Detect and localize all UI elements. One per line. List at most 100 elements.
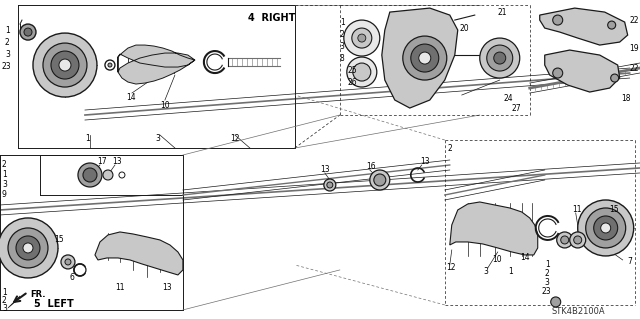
Circle shape <box>573 236 582 244</box>
Text: 19: 19 <box>630 44 639 53</box>
Text: 2: 2 <box>448 144 452 152</box>
Circle shape <box>557 232 573 248</box>
Text: 2: 2 <box>5 38 10 47</box>
Text: 15: 15 <box>610 205 620 214</box>
Polygon shape <box>540 8 628 45</box>
Polygon shape <box>545 50 620 92</box>
Text: 10: 10 <box>160 100 170 109</box>
Text: 3: 3 <box>2 181 7 189</box>
Text: 2: 2 <box>545 270 550 278</box>
Circle shape <box>347 57 377 87</box>
Circle shape <box>594 216 618 240</box>
Text: 22: 22 <box>630 16 639 25</box>
Circle shape <box>553 68 563 78</box>
Circle shape <box>352 28 372 48</box>
Text: 12: 12 <box>230 134 239 143</box>
Circle shape <box>487 45 513 71</box>
Text: 1: 1 <box>85 134 90 143</box>
Text: 1: 1 <box>508 267 513 277</box>
Text: 2: 2 <box>340 30 344 39</box>
Text: 10: 10 <box>492 256 501 264</box>
Circle shape <box>353 63 371 81</box>
Text: 21: 21 <box>498 8 508 17</box>
Text: 14: 14 <box>126 93 136 101</box>
Text: 23: 23 <box>2 62 12 70</box>
Text: 1: 1 <box>545 260 550 270</box>
Text: 3: 3 <box>340 41 345 50</box>
Text: 2: 2 <box>2 296 7 305</box>
Text: 1: 1 <box>340 18 344 26</box>
Text: 11: 11 <box>115 284 124 293</box>
Circle shape <box>370 170 390 190</box>
Polygon shape <box>95 232 183 275</box>
Text: 12: 12 <box>446 263 455 272</box>
Polygon shape <box>118 45 195 84</box>
Circle shape <box>493 52 506 64</box>
Text: 13: 13 <box>420 158 429 167</box>
Text: 5  LEFT: 5 LEFT <box>34 299 74 309</box>
Text: 4  RIGHT: 4 RIGHT <box>248 13 295 23</box>
Circle shape <box>403 36 447 80</box>
Text: 20: 20 <box>460 24 469 33</box>
Circle shape <box>551 297 561 307</box>
Text: FR.: FR. <box>30 290 45 300</box>
Text: 3: 3 <box>155 134 160 143</box>
Circle shape <box>20 24 36 40</box>
Circle shape <box>344 20 380 56</box>
Circle shape <box>419 52 431 64</box>
Circle shape <box>16 236 40 260</box>
Text: 27: 27 <box>512 104 522 113</box>
Text: 9: 9 <box>2 190 7 199</box>
Text: 3: 3 <box>2 304 7 314</box>
Circle shape <box>103 170 113 180</box>
Circle shape <box>578 200 634 256</box>
Text: 7: 7 <box>628 257 632 266</box>
Text: 6: 6 <box>70 273 75 282</box>
Text: 1: 1 <box>2 170 7 180</box>
Circle shape <box>570 232 586 248</box>
Text: 3: 3 <box>5 49 10 59</box>
Circle shape <box>374 174 386 186</box>
Circle shape <box>553 15 563 25</box>
Text: 13: 13 <box>112 158 122 167</box>
Circle shape <box>327 182 333 188</box>
Circle shape <box>61 255 75 269</box>
Circle shape <box>24 28 32 36</box>
Polygon shape <box>8 296 20 308</box>
Text: 16: 16 <box>366 162 376 172</box>
Text: 1: 1 <box>2 288 7 297</box>
Circle shape <box>59 59 71 71</box>
Circle shape <box>83 168 97 182</box>
Circle shape <box>324 179 336 191</box>
Text: 23: 23 <box>541 287 551 296</box>
Circle shape <box>611 74 619 82</box>
Circle shape <box>561 236 569 244</box>
Text: 14: 14 <box>520 254 529 263</box>
Text: 8: 8 <box>340 54 344 63</box>
Text: 2: 2 <box>2 160 7 169</box>
Circle shape <box>480 38 520 78</box>
Text: 26: 26 <box>348 78 358 86</box>
Text: 13: 13 <box>320 166 330 174</box>
Text: 17: 17 <box>97 158 107 167</box>
Polygon shape <box>450 202 538 255</box>
Circle shape <box>33 33 97 97</box>
Text: 3: 3 <box>484 267 488 277</box>
Text: 1: 1 <box>5 26 10 34</box>
Text: 24: 24 <box>504 93 513 102</box>
Text: 18: 18 <box>621 93 631 102</box>
Polygon shape <box>382 8 458 108</box>
Text: 25: 25 <box>348 65 358 75</box>
Circle shape <box>411 44 439 72</box>
Circle shape <box>0 218 58 278</box>
Text: 13: 13 <box>162 284 172 293</box>
Circle shape <box>51 51 79 79</box>
Text: 22: 22 <box>630 63 639 72</box>
Circle shape <box>358 34 366 42</box>
Circle shape <box>78 163 102 187</box>
Circle shape <box>8 228 48 268</box>
Circle shape <box>43 43 87 87</box>
Text: 11: 11 <box>572 205 581 214</box>
Circle shape <box>108 63 112 67</box>
Text: STK4B2100A: STK4B2100A <box>552 308 605 316</box>
